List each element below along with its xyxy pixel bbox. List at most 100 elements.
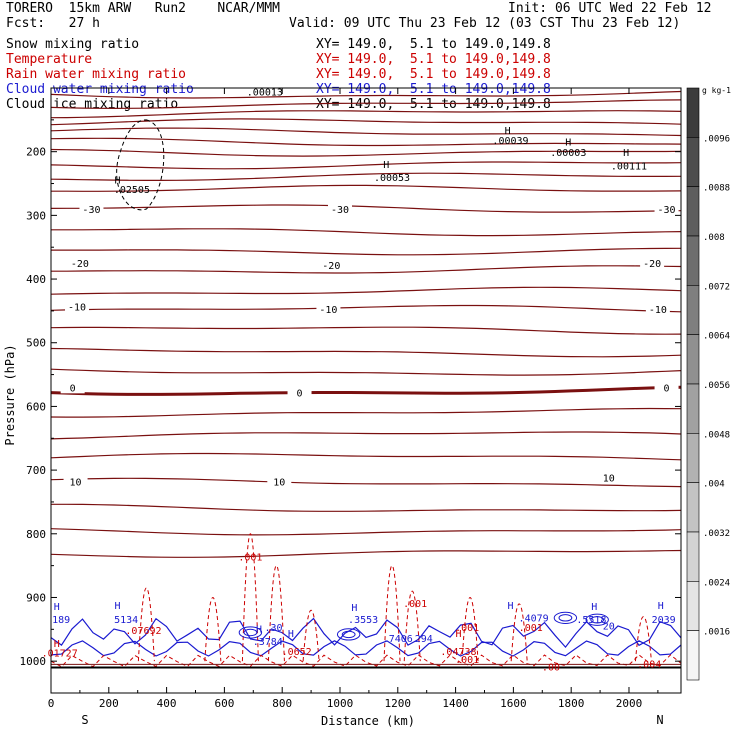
maximum-value-label: .4079 bbox=[519, 614, 549, 625]
x-tick-label: 1000 bbox=[327, 697, 354, 710]
x-tick-label: 600 bbox=[214, 697, 234, 710]
maximum-value-label: .01727 bbox=[42, 649, 78, 660]
cloud-water-ring bbox=[243, 628, 258, 637]
cloud-water-ring bbox=[238, 626, 263, 639]
cloud-water-ring bbox=[336, 628, 361, 641]
maximum-marker: H bbox=[256, 625, 262, 636]
temperature-label: 10 bbox=[70, 478, 82, 489]
colorbar-swatch bbox=[686, 630, 700, 681]
isotherm-line bbox=[50, 549, 682, 558]
y-tick-label: 400 bbox=[26, 273, 46, 286]
maximum-marker: H bbox=[591, 602, 597, 613]
isotherm-line bbox=[50, 90, 682, 99]
y-tick-label: 900 bbox=[26, 591, 46, 604]
isotherm-line bbox=[50, 304, 682, 313]
maximum-marker: H bbox=[658, 601, 664, 612]
header-init: Init: 06 UTC Wed 22 Feb 12 bbox=[508, 1, 712, 16]
temperature-label: 0 bbox=[297, 388, 303, 399]
temperature-label-bg bbox=[267, 474, 292, 488]
temperature-label-bg bbox=[67, 256, 92, 270]
x-tick-label: 1600 bbox=[500, 697, 527, 710]
x-tick-label: 800 bbox=[272, 697, 292, 710]
colorbar-swatch bbox=[686, 186, 700, 237]
y-tick-label: 200 bbox=[26, 146, 46, 159]
maximum-value-label: 294 bbox=[415, 634, 433, 645]
x-tick-label: 1200 bbox=[385, 697, 412, 710]
y-tick-label: 800 bbox=[26, 528, 46, 541]
temperature-label: -20 bbox=[643, 259, 661, 270]
colorbar-swatch bbox=[686, 383, 700, 434]
x-tick-label: 2000 bbox=[616, 697, 643, 710]
isotherm-line bbox=[50, 204, 682, 213]
temperature-label-bg bbox=[640, 256, 665, 270]
field-snow-xy: XY= 149.0, 5.1 to 149.0,149.8 bbox=[316, 37, 551, 52]
temperature-label-bg bbox=[79, 202, 104, 215]
y-tick-label: 500 bbox=[26, 337, 46, 350]
maximum-value-label: .00053 bbox=[374, 173, 410, 184]
colorbar-label: .008 bbox=[703, 233, 725, 243]
rain-contour bbox=[403, 590, 421, 662]
temperature-label: -10 bbox=[649, 305, 667, 316]
isotherm-line bbox=[51, 503, 682, 512]
maximum-marker: H bbox=[383, 160, 389, 171]
temperature-label: 0 bbox=[70, 383, 76, 394]
maximum-value-label: 20 bbox=[603, 621, 615, 632]
temperature-label: -30 bbox=[331, 205, 349, 216]
isotherm-line bbox=[50, 477, 682, 488]
maximum-marker: H bbox=[54, 639, 60, 650]
maximum-value-label: .00039 bbox=[492, 136, 528, 147]
isotherm-line bbox=[50, 368, 682, 376]
temperature-label: -10 bbox=[68, 302, 86, 313]
field-temp-name: Temperature bbox=[6, 52, 93, 67]
plot-frame bbox=[50, 87, 682, 694]
maximum-marker: H bbox=[54, 602, 60, 613]
header-model: TORERO 15km ARW Run2 NCAR/MMM bbox=[6, 1, 280, 16]
cloud-water-contour bbox=[50, 617, 682, 649]
temperature-label-bg bbox=[327, 202, 352, 215]
y-tick-label: 700 bbox=[26, 464, 46, 477]
maximum-value-label: 5134 bbox=[114, 615, 138, 626]
isotherm-line bbox=[51, 184, 682, 192]
maximum-value-label: .001 bbox=[403, 599, 427, 610]
isotherm-line bbox=[50, 148, 682, 157]
isotherm-line bbox=[50, 161, 682, 170]
colorbar: .0096 .0088 .008 .0072 .0064 .0056 .0048 .004 .0… bbox=[686, 86, 731, 681]
isotherm-line bbox=[50, 137, 682, 147]
maximum-value-label: .0652 bbox=[282, 647, 312, 658]
maximum-value-label: .001 bbox=[455, 623, 479, 634]
isotherm-line bbox=[51, 265, 682, 274]
colorbar-swatch bbox=[686, 87, 700, 138]
maximum-value-label: .02505 bbox=[114, 185, 150, 196]
rain-contour bbox=[510, 603, 528, 662]
cloud-water-ring bbox=[558, 614, 573, 622]
colorbar-label: .0032 bbox=[703, 529, 730, 539]
maximum-value-label: .3553 bbox=[348, 615, 378, 626]
maximum-value-label: .04738 bbox=[440, 647, 476, 658]
header-valid: Valid: 09 UTC Thu 23 Feb 12 (03 CST Thu … bbox=[289, 16, 681, 31]
maximum-marker: H bbox=[623, 148, 629, 159]
maximum-marker: H bbox=[507, 601, 513, 612]
colorbar-swatch bbox=[686, 581, 700, 631]
isotherm-line bbox=[51, 247, 682, 256]
maximum-value-label: .30 bbox=[264, 623, 282, 634]
rain-contour bbox=[241, 533, 259, 662]
rain-contour bbox=[267, 565, 285, 662]
temperature-label: 0 bbox=[664, 383, 670, 394]
x-tick-label: 0 bbox=[48, 697, 55, 710]
isotherm-line bbox=[50, 127, 682, 137]
isotherm-line bbox=[50, 528, 682, 536]
rain-contour bbox=[302, 609, 320, 662]
colorbar-swatch bbox=[686, 334, 700, 385]
colorbar-swatch bbox=[686, 531, 700, 582]
maximum-value-label: .07692 bbox=[125, 626, 161, 637]
rain-contour bbox=[634, 616, 652, 662]
y-tick-label: 1000 bbox=[20, 655, 47, 668]
maximum-value-label: .004 bbox=[637, 660, 661, 671]
colorbar-label: .0016 bbox=[703, 628, 730, 638]
cloud-water-contour bbox=[50, 640, 682, 657]
colorbar-label: .0056 bbox=[703, 381, 730, 391]
plot-area: -30 -30 -30 -20 -20 -20 -10 -10 -10 0 0 0 10 10 10 H H H H… bbox=[42, 88, 682, 674]
cloud-water-ring bbox=[590, 616, 605, 624]
maximum-marker: H bbox=[455, 629, 461, 640]
temperature-label-bg bbox=[287, 385, 312, 399]
